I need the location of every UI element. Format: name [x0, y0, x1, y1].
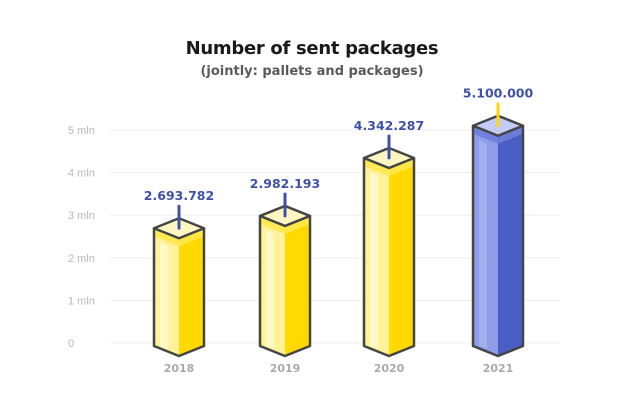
data-label: 4.342.287 [354, 118, 424, 133]
bar-highlight-stripe [160, 242, 168, 349]
bar-right-face [179, 228, 204, 356]
y-tick-label: 3 mln [68, 210, 95, 222]
bar-left-face [364, 158, 389, 356]
y-tick-label: 0 [68, 338, 74, 350]
data-label: 2.982.193 [250, 176, 320, 191]
bar-left-face [154, 228, 179, 356]
bar-2020: 4.342.287 [354, 118, 424, 358]
y-tick-label: 2 mln [68, 253, 95, 265]
data-label: 5.100.000 [463, 86, 534, 101]
bar-highlight-stripe [266, 229, 274, 349]
bar-2019: 2.982.193 [250, 176, 320, 358]
x-tick-label: 2020 [374, 362, 405, 375]
bar-outline [471, 125, 525, 358]
x-tick-label: 2018 [164, 362, 195, 375]
x-tick-label: 2019 [270, 362, 301, 375]
bar-2018: 2.693.782 [144, 188, 214, 358]
bar-highlight-stripe [479, 139, 487, 349]
bar-right-face [285, 215, 310, 356]
chart-subtitle: (jointly: pallets and packages) [200, 64, 424, 79]
bar-right-face [389, 158, 414, 356]
chart-title: Number of sent packages [185, 38, 439, 59]
bar-cap-band [260, 215, 310, 234]
bar-right-face [498, 125, 523, 357]
bar-2021: 5.100.000 [463, 86, 534, 358]
x-tick-label: 2021 [483, 362, 514, 375]
bar-cap-band [364, 158, 414, 177]
bar-left-face [473, 125, 498, 357]
bar-left-face [260, 215, 285, 356]
bar-outline [258, 215, 312, 358]
bar-highlight-stripe [370, 172, 378, 349]
bar-outline [152, 228, 206, 358]
bar-cap-band [154, 228, 204, 247]
y-tick-label: 5 mln [68, 125, 95, 137]
y-tick-label: 1 mln [68, 295, 95, 307]
bar-cap-band [473, 125, 523, 144]
y-tick-label: 4 mln [68, 168, 95, 180]
data-label: 2.693.782 [144, 188, 214, 203]
bar-outline [362, 158, 416, 358]
